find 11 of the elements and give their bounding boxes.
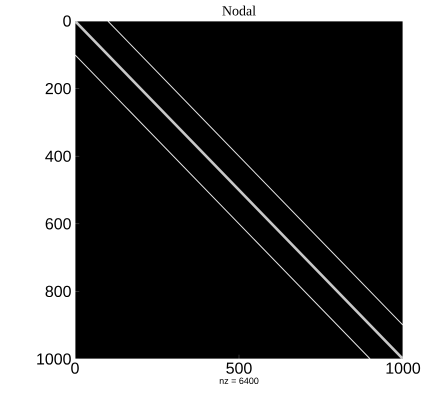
y-tick-label: 0 bbox=[63, 15, 71, 27]
y-tick-label: 400 bbox=[45, 150, 71, 162]
y-tick-label: 600 bbox=[46, 218, 71, 230]
y-tick-label: 1000 bbox=[37, 353, 71, 365]
chart-title: Nodal bbox=[222, 6, 256, 16]
y-tick-label: 200 bbox=[46, 82, 71, 94]
x-tick-label: 1000 bbox=[386, 362, 420, 374]
x-axis-title: nz = 6400 bbox=[220, 378, 258, 384]
x-tick-label: 0 bbox=[71, 362, 79, 374]
y-tick-label: 800 bbox=[46, 286, 71, 298]
x-tick-label: 500 bbox=[226, 362, 252, 374]
